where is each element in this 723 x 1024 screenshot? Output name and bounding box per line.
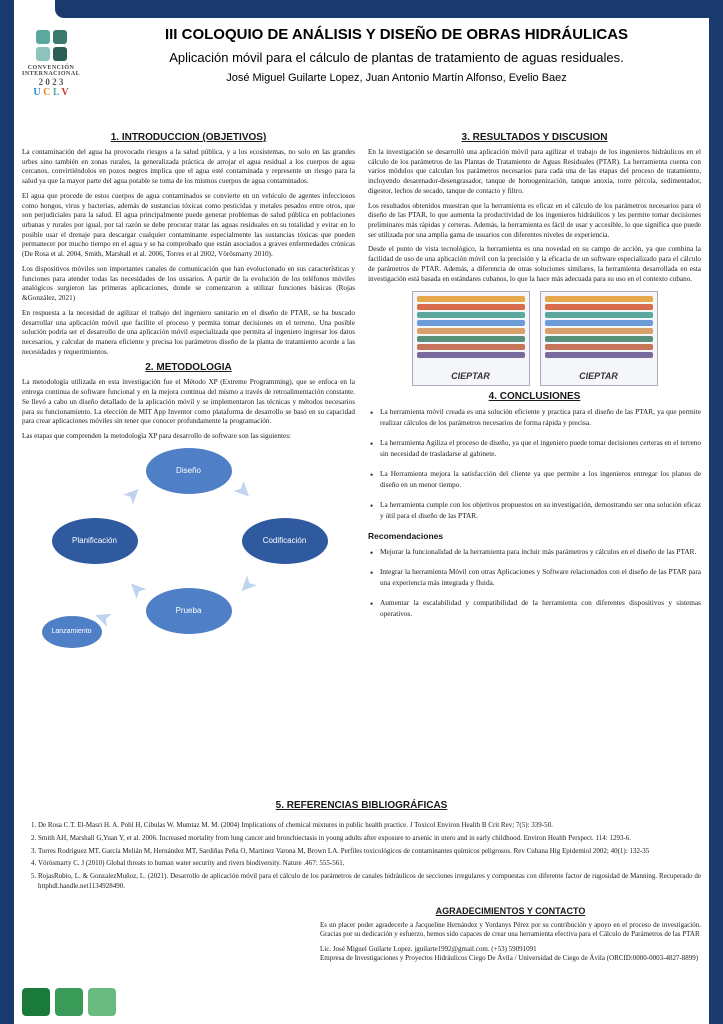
app-screenshot-1: CIEPTAR — [412, 291, 530, 386]
screen-row — [545, 320, 653, 326]
screen-row — [545, 304, 653, 310]
poster-header: III COLOQUIO DE ANÁLISIS Y DISEÑO DE OBR… — [90, 26, 703, 84]
reference-item: Torres Rodríguez MT, García Melián M, He… — [38, 847, 701, 857]
screen-row — [545, 336, 653, 342]
app-screenshots: CIEPTAR CIEPTAR — [368, 291, 701, 386]
top-decor-bar — [55, 0, 723, 18]
intro-p1: La contaminación del agua ha provocado r… — [22, 148, 355, 187]
ack-title: AGRADECIMIENTOS Y CONTACTO — [320, 906, 701, 916]
screen-row — [417, 344, 525, 350]
conclusion-item: La herramienta cumple con los objetivos … — [368, 500, 701, 522]
conclusion-item: La herramienta móvil creada es una soluc… — [368, 407, 701, 429]
screen-row — [545, 312, 653, 318]
left-decor-bar — [0, 0, 14, 1024]
conclusions-title: 4. CONCLUSIONES — [368, 391, 701, 402]
reference-item: Vörösmarty C. J (2010) Global threats to… — [38, 859, 701, 869]
result-p2: Los resultados obtenidos muestran que la… — [368, 202, 701, 241]
arrow-icon: ➤ — [229, 571, 263, 605]
references-title: 5. REFERENCIAS BIBLIOGRÁFICAS — [22, 800, 701, 811]
contact-line2: Empresa de Investigaciones y Proyectos H… — [320, 954, 701, 963]
left-column: 1. INTRODUCCION (OBJETIVOS) La contamina… — [22, 128, 355, 638]
arrow-icon: ➤ — [229, 475, 263, 509]
app-label-2: CIEPTAR — [541, 371, 657, 381]
screen-row — [545, 344, 653, 350]
screen-row — [417, 312, 525, 318]
acknowledgements-section: AGRADECIMIENTOS Y CONTACTO Es un placer … — [320, 906, 701, 964]
screen-row — [417, 352, 525, 358]
conclusion-item: La Herramienta mejora la satisfacción de… — [368, 469, 701, 491]
screen-row — [545, 296, 653, 302]
recommendations-list: Mejorar la funcionalidad de la herramien… — [368, 547, 701, 620]
screen-row — [417, 336, 525, 342]
conclusion-item: La herramienta Agiliza el proceso de dis… — [368, 438, 701, 460]
right-column: 3. RESULTADOS Y DISCUSION En la investig… — [368, 128, 701, 638]
xp-methodology-diagram: Diseño Codificación Prueba Planificación… — [44, 448, 334, 638]
intro-p2: El agua que procede de estos cuerpos de … — [22, 192, 355, 260]
intro-p4: En respuesta a la necesidad de agilizar … — [22, 309, 355, 358]
recommendations-title: Recomendaciones — [368, 531, 701, 541]
metod-p2: Las etapas que comprenden la metodología… — [22, 432, 355, 442]
arrow-icon: ➤ — [117, 475, 151, 509]
screen-row — [417, 320, 525, 326]
app-label-1: CIEPTAR — [413, 371, 529, 381]
metod-title: 2. METODOLOGIA — [22, 362, 355, 373]
intro-p3: Los dispositivos móviles son importantes… — [22, 265, 355, 304]
references-section: 5. REFERENCIAS BIBLIOGRÁFICAS De Rosa C.… — [22, 800, 701, 895]
intro-title: 1. INTRODUCCION (OBJETIVOS) — [22, 132, 355, 143]
results-title: 3. RESULTADOS Y DISCUSION — [368, 132, 701, 143]
logo-squares-icon — [36, 30, 67, 61]
recommendation-item: Mejorar la funcionalidad de la herramien… — [368, 547, 701, 558]
xp-node-test: Prueba — [146, 588, 232, 634]
arrow-icon: ➤ — [117, 571, 151, 605]
screen-row — [417, 296, 525, 302]
recommendation-item: Integrar la herramienta Móvil con otras … — [368, 567, 701, 589]
screen-row — [545, 352, 653, 358]
reference-item: De Rosa C.T. El-Masri H. A. Pohl H, Cibu… — [38, 821, 701, 831]
subtitle: Aplicación móvil para el cálculo de plan… — [90, 50, 703, 66]
reference-item: RojasRubio, L. & GonzalezMuñoz, L. (2021… — [38, 872, 701, 892]
xp-node-planning: Planificación — [52, 518, 138, 564]
contact-line1: Lic. José Miguel Guilarte Lopez. jguilar… — [320, 945, 701, 954]
recommendation-item: Aumentar la escalabilidad y compatibilid… — [368, 598, 701, 620]
logo-year: 2 0 2 3 — [22, 77, 80, 87]
conclusions-list: La herramienta móvil creada es una soluc… — [368, 407, 701, 522]
result-p1: En la investigación se desarrolló una ap… — [368, 148, 701, 197]
content-columns: 1. INTRODUCCION (OBJETIVOS) La contamina… — [22, 128, 701, 638]
result-p3: Desde el punto de vista tecnológico, la … — [368, 245, 701, 284]
screen-row — [545, 328, 653, 334]
metod-p1: La metodología utilizada en esta investi… — [22, 378, 355, 427]
reference-item: Smith AH, Marshall G,Yuan Y, et al. 2006… — [38, 834, 701, 844]
conference-logo: CONVENCIÓN INTERNACIONAL 2 0 2 3 U C L V — [22, 30, 80, 98]
xp-node-coding: Codificación — [242, 518, 328, 564]
logo-uclv: U C L V — [22, 87, 80, 98]
right-decor-bar — [709, 18, 723, 1024]
bottom-decor-squares — [22, 988, 116, 1016]
screen-row — [417, 328, 525, 334]
ack-text: Es un placer poder agradecerle a Jacquel… — [320, 921, 701, 940]
main-title: III COLOQUIO DE ANÁLISIS Y DISEÑO DE OBR… — [90, 26, 703, 43]
screen-row — [417, 304, 525, 310]
app-screenshot-2: CIEPTAR — [540, 291, 658, 386]
authors: José Miguel Guilarte Lopez, Juan Antonio… — [90, 72, 703, 84]
xp-node-design: Diseño — [146, 448, 232, 494]
